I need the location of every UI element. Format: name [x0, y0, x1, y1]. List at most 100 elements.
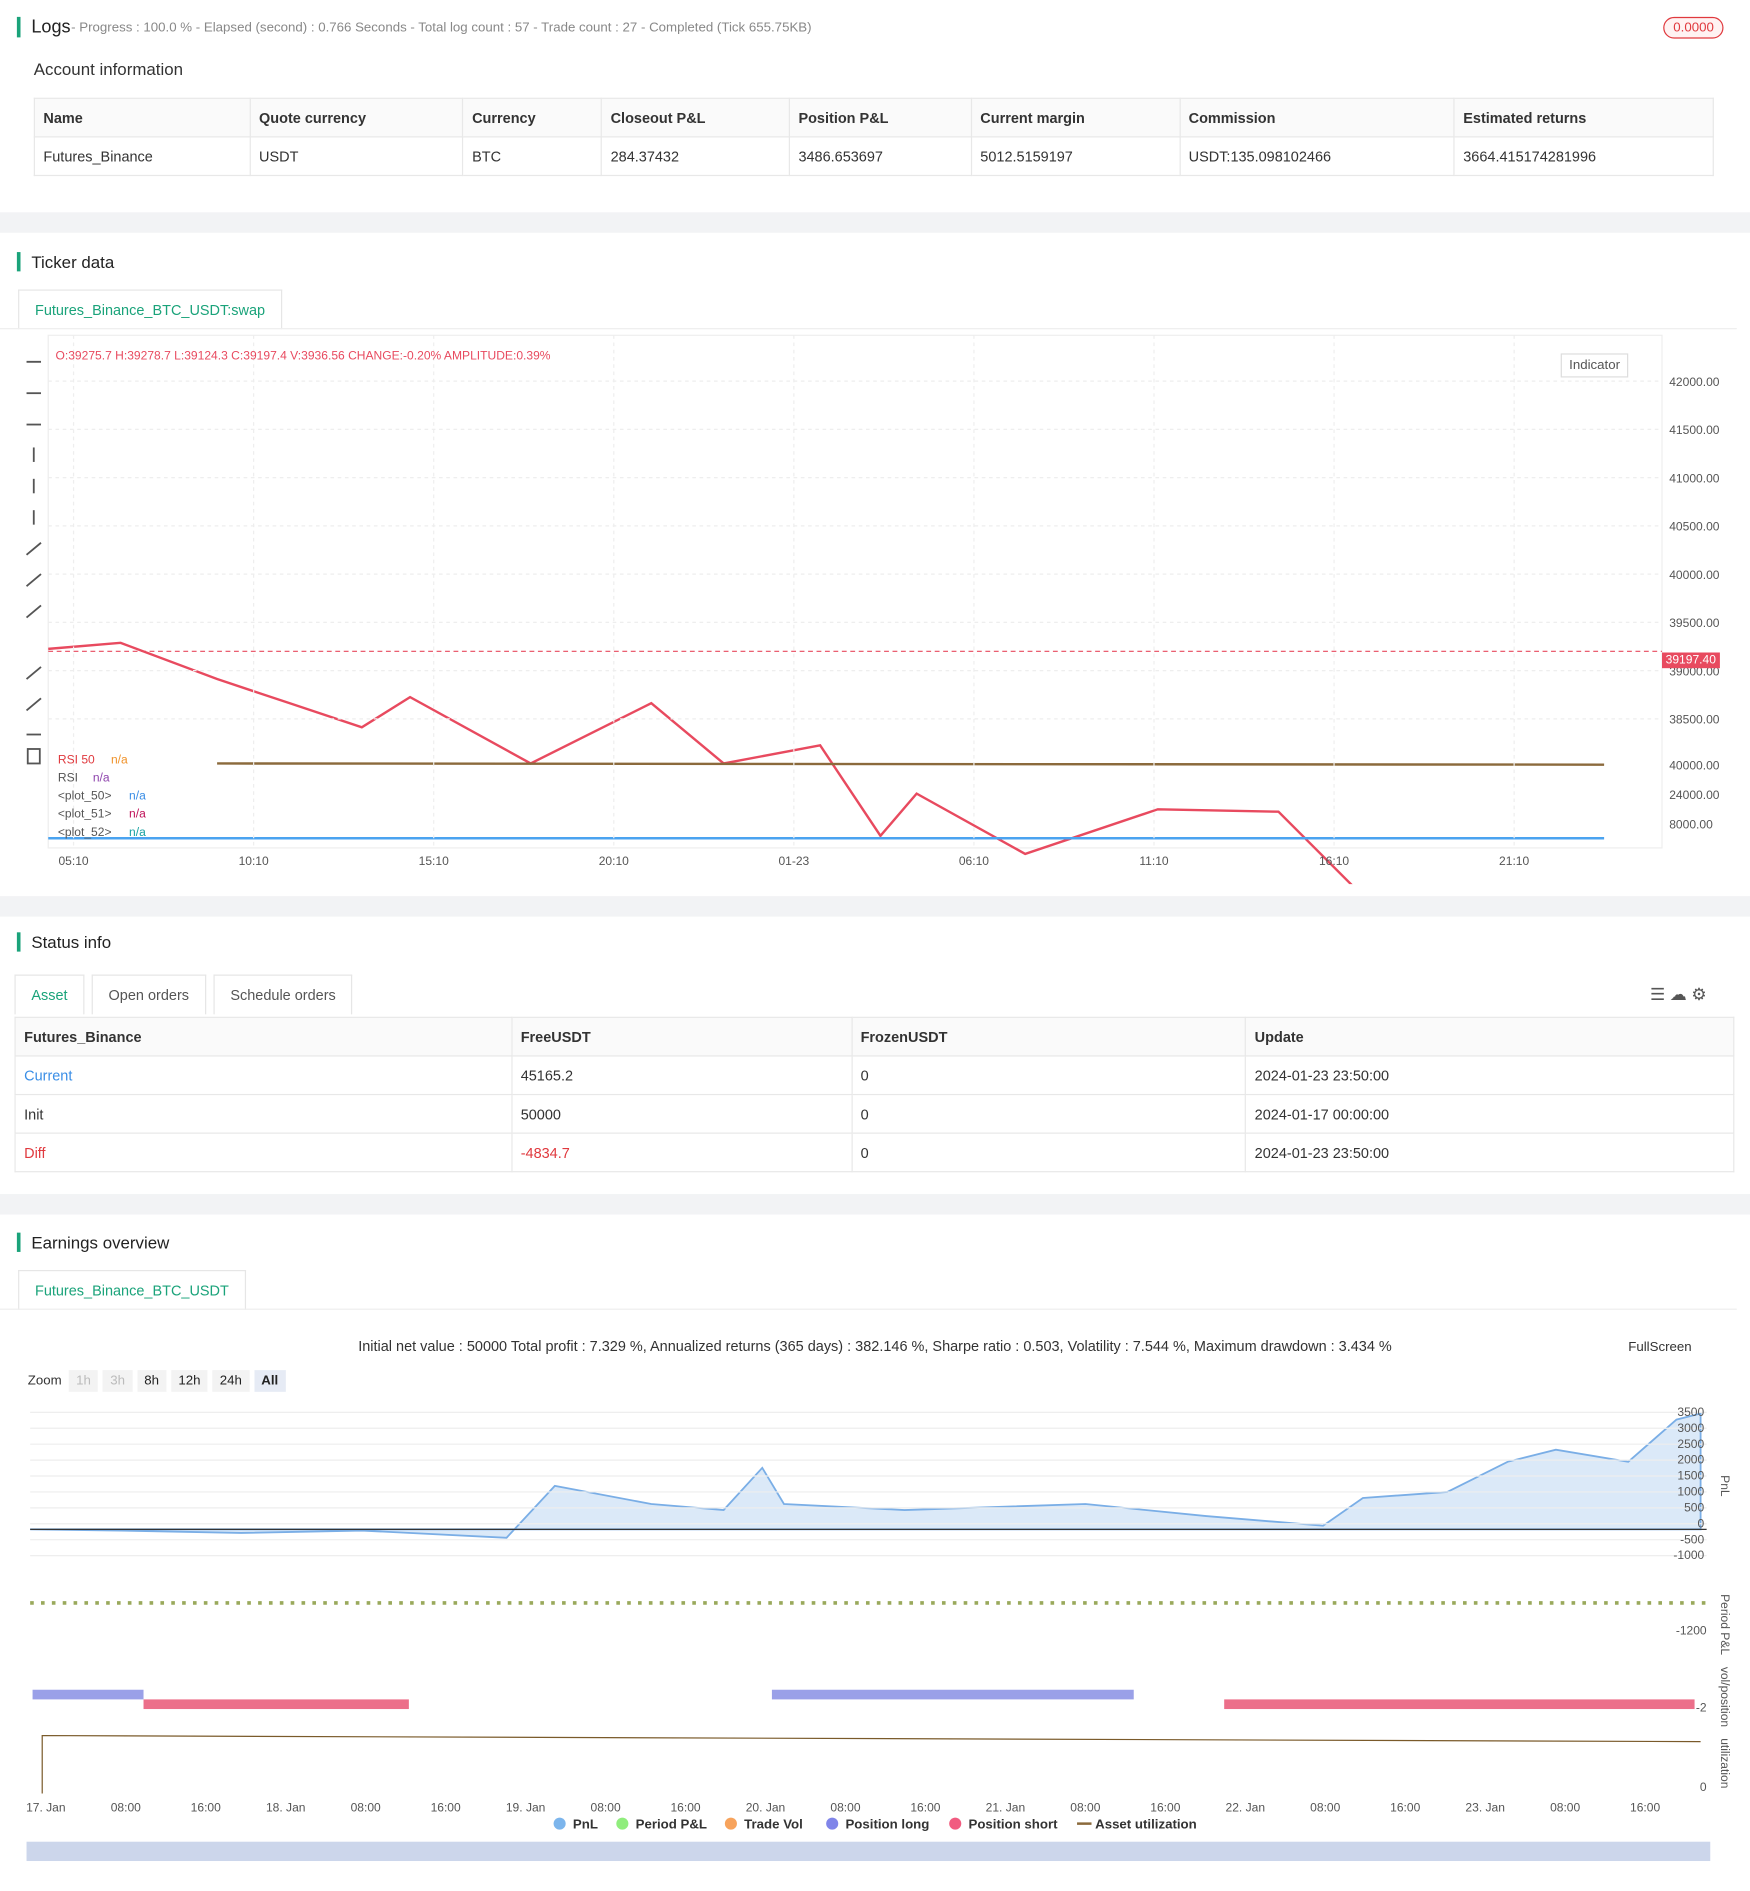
zoom-button[interactable]: 24h	[212, 1370, 250, 1392]
zoom-button[interactable]: All	[253, 1370, 286, 1392]
pnl-tick: 0	[1698, 1516, 1705, 1530]
last-price: 39197.40	[1662, 652, 1720, 669]
column-header: Closeout P&L	[600, 97, 790, 138]
legend-item[interactable]: Position short	[968, 1816, 1058, 1831]
account-table: Name Quote currency Currency Closeout P&L Po…	[33, 97, 1714, 177]
column-header: FrozenUSDT	[850, 1016, 1247, 1057]
table-cell: 50000	[511, 1093, 853, 1134]
price-tick: 41500.00	[1669, 423, 1720, 437]
toolbar-icons[interactable]: ☰ ☁ ⚙	[1649, 984, 1707, 1004]
pnl-area	[30, 1412, 1702, 1539]
table-cell: Init	[14, 1093, 513, 1134]
legend-item[interactable]: Position long	[845, 1816, 929, 1831]
zoom-button[interactable]: 12h	[171, 1370, 208, 1392]
legend-item[interactable]: Trade Vol	[744, 1816, 803, 1831]
column-header: Estimated returns	[1453, 97, 1714, 138]
price-tick: 41000.00	[1669, 471, 1720, 485]
time-tick: 01-23	[778, 854, 809, 868]
drawing-tools[interactable]	[25, 360, 42, 765]
legend-name: <plot_50>	[58, 789, 112, 803]
zoom-buttons: 1h 3h 8h 12h 24h All	[68, 1370, 290, 1392]
legend-value: n/a	[129, 807, 146, 821]
time-tick: 08:00	[1310, 1801, 1340, 1815]
table-cell: USDT	[249, 136, 464, 177]
table-cell: Diff	[14, 1132, 513, 1173]
logs-status: - Progress : 100.0 % - Elapsed (second) …	[71, 20, 812, 35]
legend-name: RSI 50	[58, 752, 95, 766]
pnl-tick: 1000	[1677, 1485, 1704, 1499]
summary: Initial net value : 50000 Total profit :…	[358, 1337, 1392, 1355]
pnl-tick: 2500	[1677, 1437, 1704, 1451]
earnings-title: Earnings overview	[16, 1232, 169, 1252]
zoom-button[interactable]: 3h	[102, 1370, 133, 1392]
axis-title: Period P&L	[1718, 1594, 1732, 1655]
pnl-tick: 3000	[1677, 1421, 1704, 1435]
column-header: Commission	[1178, 97, 1455, 138]
legend-symbol	[826, 1817, 839, 1830]
pnl-tick: 500	[1684, 1500, 1704, 1514]
table-cell: 5012.5159197	[970, 136, 1181, 177]
position-long	[771, 1689, 1134, 1700]
zoom-button[interactable]: 8h	[137, 1370, 167, 1392]
time-tick: 11:10	[1139, 854, 1169, 868]
pnl-tick: -500	[1680, 1532, 1704, 1546]
table-cell: USDT:135.098102466	[1178, 136, 1455, 177]
legend-name: RSI	[58, 771, 78, 785]
ticker-tab[interactable]: Futures_Binance_BTC_USDT:swap	[18, 289, 282, 330]
time-tick: 16:00	[1150, 1801, 1180, 1815]
logs-panel: Logs - Progress : 100.0 % - Elapsed (sec…	[0, 0, 1750, 213]
status-tab[interactable]: Asset	[14, 974, 85, 1015]
status-tab[interactable]: Schedule orders	[213, 974, 353, 1015]
time-tick: 18. Jan	[266, 1801, 306, 1815]
account-title: Account information	[33, 59, 184, 79]
axis-title: PnL	[1718, 1475, 1732, 1497]
zoom-button[interactable]: 1h	[68, 1370, 99, 1392]
column-header: Name	[33, 97, 251, 138]
price-line	[48, 641, 1353, 885]
axis-title: utilization	[1718, 1738, 1732, 1788]
time-tick: 08:00	[591, 1801, 621, 1815]
table-cell: 2024-01-23 23:50:00	[1245, 1055, 1735, 1096]
table-cell: 3486.653697	[788, 136, 972, 177]
fullscreen[interactable]: FullScreen	[1628, 1339, 1692, 1355]
legend-value: n/a	[129, 825, 146, 839]
price-tick: 40000.00	[1669, 568, 1720, 582]
status-tab[interactable]: Open orders	[91, 974, 206, 1015]
legend-name: <plot_51>	[58, 807, 112, 821]
legend-value: n/a	[129, 789, 146, 803]
legend-name: <plot_52>	[58, 825, 112, 839]
time-tick: 15:10	[419, 854, 449, 868]
time-tick: 16:00	[431, 1801, 461, 1815]
table-cell: 45165.2	[511, 1055, 853, 1096]
time-tick: 08:00	[1550, 1801, 1580, 1815]
time-tick: 16:00	[670, 1801, 700, 1815]
ticker-panel: Ticker data Futures_Binance_BTC_USDT:swa…	[0, 232, 1750, 897]
legend-item[interactable]: Asset utilization	[1095, 1816, 1197, 1831]
legend-item[interactable]: Period P&L	[636, 1816, 707, 1831]
status-panel: Status info Asset Open orders Schedule ord…	[0, 916, 1750, 1195]
table-row: Futures_Binance USDT BTC 284.37432 3486.6536…	[33, 136, 1714, 177]
indicator-button[interactable]: Indicator	[1560, 353, 1629, 378]
position-short	[143, 1699, 409, 1710]
table-cell: BTC	[462, 136, 603, 177]
time-tick: 05:10	[58, 854, 88, 868]
position-short	[1224, 1699, 1695, 1710]
column-header: Update	[1245, 1016, 1735, 1057]
ohlc: O:39275.7 H:39278.7 L:39124.3 C:39197.4 …	[55, 349, 551, 364]
table-cell: 0	[850, 1055, 1247, 1096]
time-tick: 16:00	[910, 1801, 940, 1815]
table-row: Diff -4834.7 0 2024-01-23 23:50:00	[14, 1132, 1735, 1173]
time-tick: 21. Jan	[986, 1801, 1026, 1815]
earnings-tab[interactable]: Futures_Binance_BTC_USDT	[18, 1270, 246, 1310]
indicator-tick: 8000.00	[1669, 818, 1713, 832]
vol-tick: -2	[1696, 1700, 1707, 1714]
divider	[0, 328, 1737, 330]
zoom-bar: Zoom 1h 3h 8h 12h 24h All	[28, 1370, 291, 1392]
time-tick: 21:10	[1499, 854, 1529, 868]
legend-item[interactable]: PnL	[573, 1816, 598, 1831]
navigator[interactable]	[26, 1841, 1711, 1862]
header-row: Name Quote currency Currency Closeout P&L Po…	[33, 97, 1714, 138]
table-cell: -4834.7	[511, 1132, 853, 1173]
table-cell: 2024-01-23 23:50:00	[1245, 1132, 1735, 1173]
